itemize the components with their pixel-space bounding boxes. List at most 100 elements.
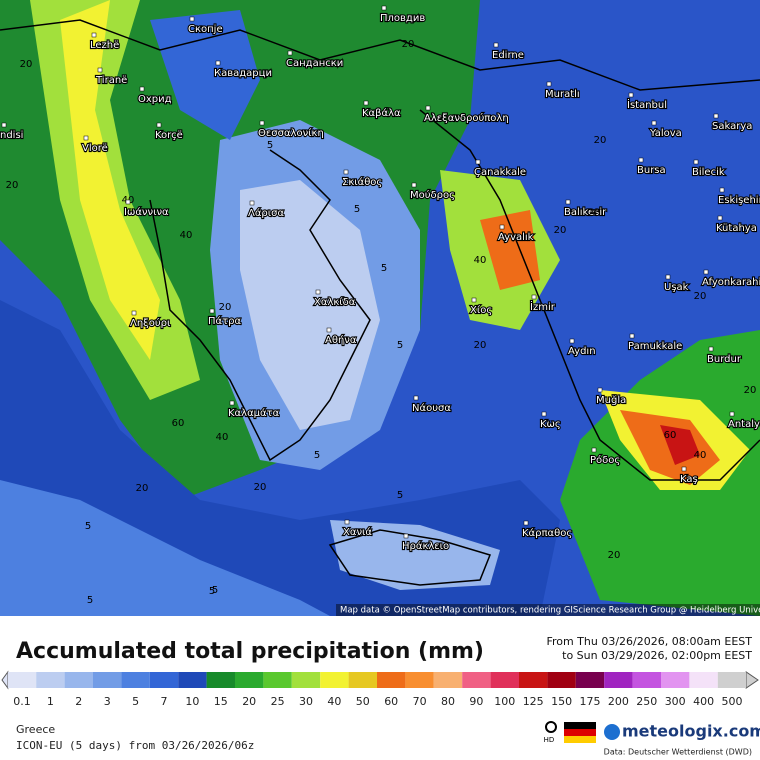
period-to: to Sun 03/29/2026, 02:00pm EEST [562, 649, 752, 662]
city-label: Κως [540, 419, 561, 430]
colorbar-level: 0.1 [13, 695, 31, 708]
city-label: Кавадарци [214, 68, 272, 79]
city-marker [628, 92, 634, 98]
colorbar-cell [263, 672, 292, 688]
city-marker [597, 387, 603, 393]
contour-label: 60 [172, 418, 185, 429]
city-label: Tiranë [95, 75, 127, 86]
city-marker [139, 86, 145, 92]
city-label: ndisi [0, 130, 23, 141]
contour-label: 20 [6, 180, 19, 191]
contour-label: 20 [474, 340, 487, 351]
city-label: Μούδρος [410, 189, 455, 201]
flag-gold [564, 736, 596, 743]
colorbar-level: 100 [494, 695, 515, 708]
city-marker [651, 120, 657, 126]
city-label: Lezhë [90, 40, 119, 51]
city-marker [665, 274, 671, 280]
contour-label: 5 [87, 595, 93, 606]
city-label: Σκιάθος [342, 176, 382, 188]
city-marker [91, 32, 97, 38]
city-marker [591, 447, 597, 453]
contour-label: 20 [219, 302, 232, 313]
precip-field-east [0, 0, 760, 616]
coastline-greece [149, 149, 371, 462]
colorbar-level: 175 [580, 695, 601, 708]
contour-label: 5 [212, 585, 218, 596]
city-label: Ayvalık [498, 232, 534, 243]
city-label: Ιωάννινα [124, 206, 169, 218]
contour-label: 40 [474, 255, 487, 266]
city-label: Скопје [188, 23, 223, 35]
city-marker [1, 122, 7, 128]
city-label: Vlorë [82, 143, 108, 154]
city-label: Ρόδος [590, 454, 620, 466]
colorbar-level: 150 [551, 695, 572, 708]
city-label: Edirne [492, 50, 524, 61]
colorbar-cell [689, 672, 718, 688]
colorbar-level: 50 [356, 695, 370, 708]
city-label: Αθήνα [325, 334, 357, 346]
city-label: Burdur [707, 354, 742, 365]
hd-label[interactable]: HD [544, 736, 555, 744]
city-label: Χίος [470, 304, 492, 316]
colorbar-level: 500 [722, 695, 743, 708]
city-marker [531, 294, 537, 300]
city-label: İstanbul [627, 98, 667, 111]
colorbar-level: 300 [665, 695, 686, 708]
city-label: Охрид [138, 94, 172, 105]
city-label: Kütahya [716, 223, 757, 234]
city-marker [97, 67, 103, 73]
colorbar-cell [291, 672, 321, 688]
colorbar-cell [490, 672, 519, 688]
city-marker [629, 333, 635, 339]
colorbar-level: 60 [384, 695, 398, 708]
contour-label: 5 [397, 490, 403, 501]
colorbar-cell [178, 672, 207, 688]
city-marker [523, 520, 529, 526]
city-marker [125, 199, 131, 205]
colorbar-cell [36, 672, 65, 688]
city-label: Korçë [155, 130, 183, 141]
colorbar-level: 400 [693, 695, 714, 708]
city-label: Ηράκλειο [402, 540, 449, 552]
contour-label: 5 [209, 586, 215, 597]
colorbar-level: 2 [75, 695, 82, 708]
contour-label: 20 [402, 39, 415, 50]
city-marker [411, 182, 417, 188]
colorbar-cell [433, 672, 463, 688]
colorbar-level: 10 [185, 695, 199, 708]
city-label: Bursa [637, 165, 666, 176]
city-marker [83, 135, 89, 141]
colorbar-cell [717, 672, 747, 688]
city-label: Χανιά [343, 526, 372, 538]
city-marker [249, 200, 255, 206]
city-marker [131, 310, 137, 316]
zoom-icon[interactable] [545, 721, 557, 733]
contour-label: 5 [381, 263, 387, 274]
colorbar-level: 40 [327, 695, 341, 708]
city-marker [717, 215, 723, 221]
city-marker [541, 411, 547, 417]
city-label: Αλεξανδρούπολη [424, 112, 509, 124]
city-marker [693, 159, 699, 165]
colorbar-cell [320, 672, 349, 688]
city-marker [156, 122, 162, 128]
colorbar-arrow-right [745, 671, 759, 689]
model-run: ICON-EU (5 days) from 03/26/2026/06z [16, 739, 254, 752]
colorbar-level: 20 [242, 695, 256, 708]
city-marker [569, 338, 575, 344]
city-label: Balıkesir [564, 207, 607, 218]
colorbar-level: 1 [47, 695, 54, 708]
city-label: Antalya [728, 419, 760, 430]
contour-label: 5 [354, 204, 360, 215]
city-label: Πάτρα [208, 315, 241, 327]
city-label: Afyonkarahisar [702, 277, 760, 288]
attribution: Map data © OpenStreetMap contributors, r… [340, 606, 760, 616]
city-marker [189, 16, 195, 22]
data-source: Data: Deutscher Wetterdienst (DWD) [604, 748, 752, 757]
colorbar-level: 30 [299, 695, 313, 708]
brand[interactable]: meteologix.com [622, 722, 760, 741]
colorbar-level: 90 [469, 695, 483, 708]
contour-label: 40 [180, 230, 193, 241]
